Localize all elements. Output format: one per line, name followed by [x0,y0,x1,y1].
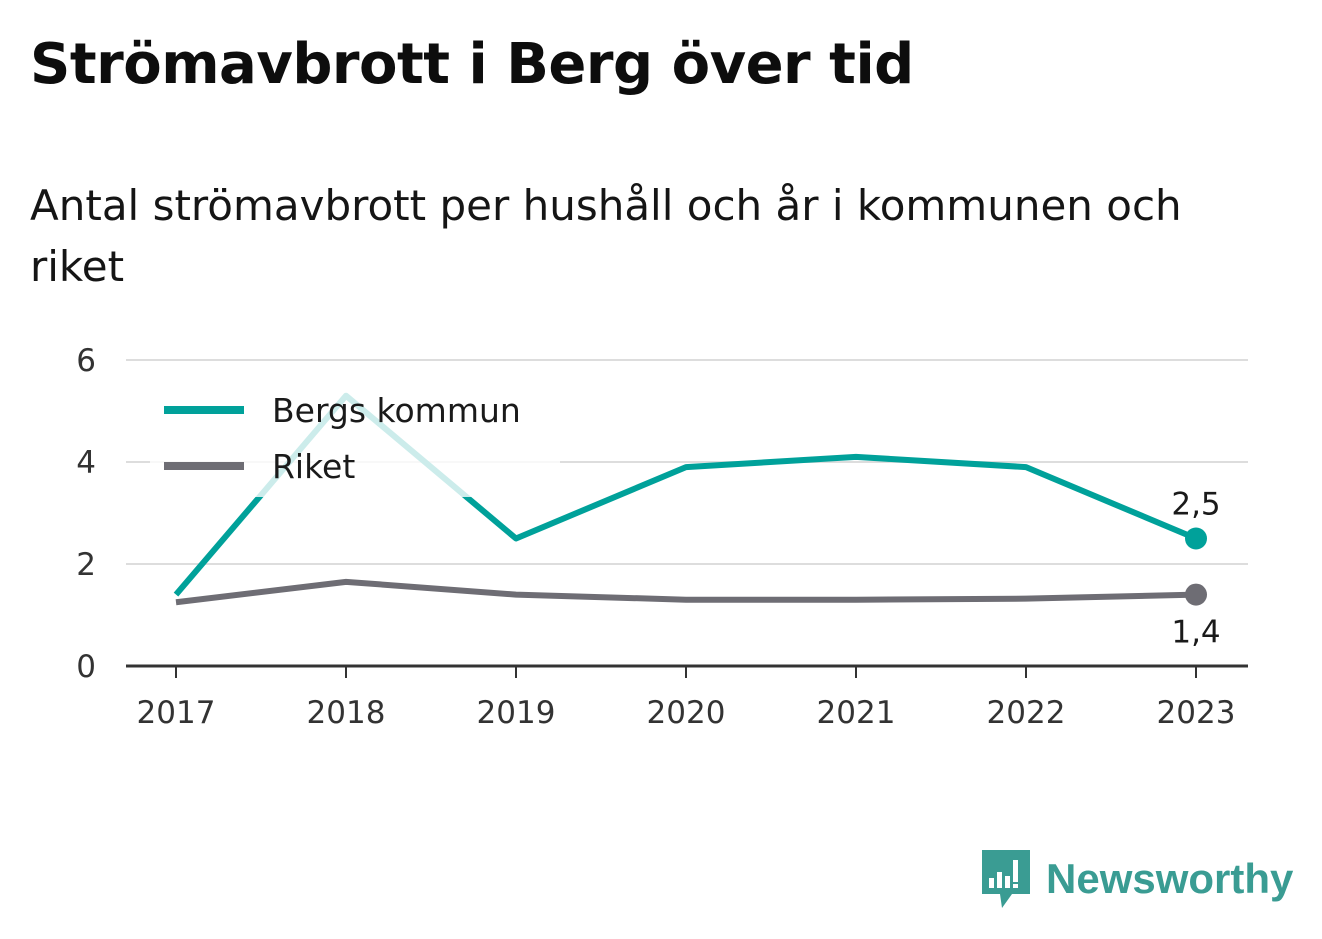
newsworthy-logo-icon [982,850,1030,908]
data-label-end: 2,5 [1171,487,1220,523]
y-tick-label: 0 [76,649,96,685]
legend-label: Bergs kommun [272,391,521,430]
x-tick-label: 2018 [307,695,386,731]
x-tick-label: 2019 [477,695,556,731]
chart-subtitle: Antal strömavbrott per hushåll och år i … [30,181,1182,291]
series-end-point-1 [1185,583,1207,606]
brand-name: Newsworthy [1046,855,1294,902]
x-tick-label: 2020 [647,695,726,731]
legend: Bergs kommun Riket [150,385,560,497]
data-label-end: 1,4 [1171,615,1220,651]
data-labels: 2,5 1,4 [1171,487,1220,651]
x-tick-label: 2021 [817,695,896,731]
y-tick-label: 6 [76,343,96,379]
series-line-1 [175,578,1197,606]
axes: 0 2 4 6 2017 2018 2019 2020 2021 2022 2023 [76,343,1248,731]
chart-title: Strömavbrott i Berg över tid [30,32,914,97]
legend-label: Riket [272,447,355,486]
x-tick-label: 2022 [987,695,1066,731]
x-tick-label: 2023 [1157,695,1236,731]
series-end-point-0 [1185,527,1207,550]
x-tick-label: 2017 [137,695,216,731]
newsworthy-logo: Newsworthy [980,848,1293,910]
y-tick-label: 2 [76,547,96,583]
y-tick-label: 4 [76,445,96,481]
legend-background [150,385,560,497]
